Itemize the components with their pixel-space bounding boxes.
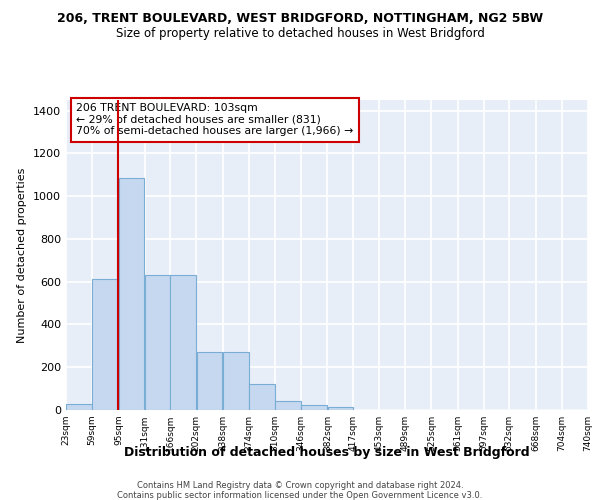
Bar [275,401,301,410]
Text: Contains public sector information licensed under the Open Government Licence v3: Contains public sector information licen… [118,490,482,500]
Text: Size of property relative to detached houses in West Bridgford: Size of property relative to detached ho… [116,28,484,40]
Bar [170,276,196,410]
Bar [301,404,327,410]
Text: Contains HM Land Registry data © Crown copyright and database right 2024.: Contains HM Land Registry data © Crown c… [137,482,463,490]
Y-axis label: Number of detached properties: Number of detached properties [17,168,28,342]
Text: 206 TRENT BOULEVARD: 103sqm
← 29% of detached houses are smaller (831)
70% of se: 206 TRENT BOULEVARD: 103sqm ← 29% of det… [76,103,353,136]
Bar [119,178,145,410]
Bar [92,278,118,410]
Bar [249,384,275,410]
Bar [328,407,353,410]
Bar [223,352,248,410]
Text: 206, TRENT BOULEVARD, WEST BRIDGFORD, NOTTINGHAM, NG2 5BW: 206, TRENT BOULEVARD, WEST BRIDGFORD, NO… [57,12,543,26]
Text: Distribution of detached houses by size in West Bridgford: Distribution of detached houses by size … [124,446,530,459]
Bar [197,352,223,410]
Bar [66,404,92,410]
Bar [145,276,170,410]
